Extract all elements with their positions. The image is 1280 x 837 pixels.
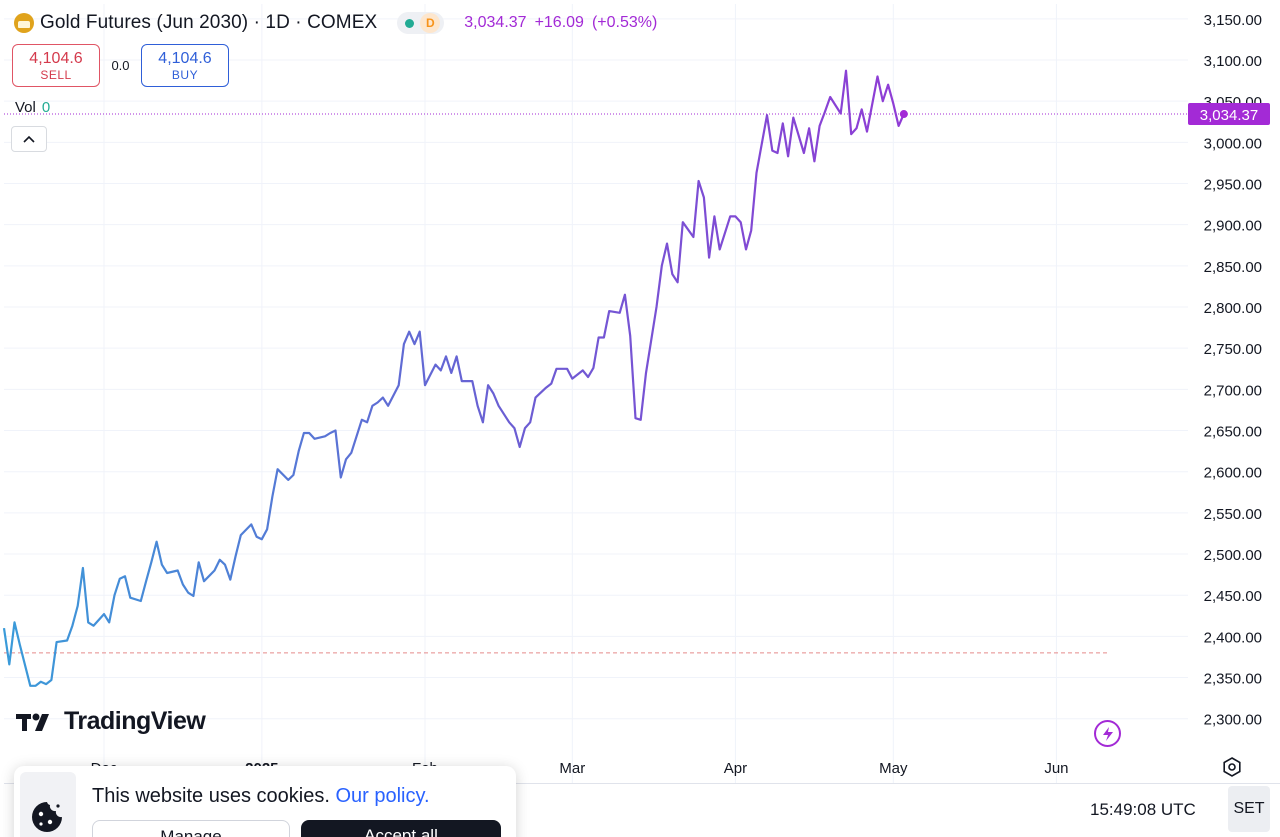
cookie-icon	[32, 802, 62, 832]
settings-icon[interactable]	[1221, 756, 1243, 778]
chart-grid	[4, 4, 1280, 784]
sell-label: SELL	[40, 67, 72, 82]
collapse-legend-button[interactable]	[11, 126, 47, 152]
cookie-text: This website uses cookies.	[92, 785, 330, 807]
price-change-pct: (+0.53%)	[591, 14, 658, 31]
buy-label: BUY	[171, 67, 199, 82]
y-tick-label: 2,700.00	[1204, 382, 1262, 399]
symbol-title[interactable]: Gold Futures (Jun 2030) · 1D · COMEX	[40, 12, 378, 33]
cookie-manage-button[interactable]: Manage	[92, 820, 290, 837]
volume-value: 0	[41, 99, 51, 116]
market-open-icon	[405, 18, 415, 28]
volume-legend[interactable]: Vol 0	[15, 99, 50, 116]
gold-bars-icon	[14, 13, 34, 33]
volume-label: Vol	[15, 99, 36, 116]
cookie-policy-link[interactable]: Our policy.	[335, 785, 430, 807]
y-tick-label: 2,900.00	[1204, 218, 1262, 235]
cookie-message: This website uses cookies. Our policy.	[92, 785, 430, 808]
market-status[interactable]: D	[397, 12, 445, 34]
price-change-readout: 3,034.37 +16.09 (+0.53%)	[464, 14, 657, 32]
buy-button[interactable]: 4,104.6 BUY	[141, 44, 229, 87]
y-tick-label: 2,650.00	[1204, 424, 1262, 441]
y-tick-label: 3,150.00	[1204, 12, 1262, 29]
y-tick-label: 2,550.00	[1204, 506, 1262, 523]
y-tick-label: 2,350.00	[1204, 671, 1262, 688]
x-tick-label: Apr	[724, 760, 747, 777]
y-tick-label: 2,600.00	[1204, 465, 1262, 482]
sell-price: 4,104.6	[29, 49, 83, 67]
interval-badge: D	[420, 13, 441, 33]
spread-value: 0.0	[111, 58, 130, 73]
tradingview-logo-icon	[16, 713, 49, 731]
sell-button[interactable]: 4,104.6 SELL	[12, 44, 100, 87]
tradingview-wordmark: TradingView	[64, 707, 206, 735]
y-tick-label: 2,950.00	[1204, 177, 1262, 194]
session-button[interactable]: SET	[1228, 786, 1270, 832]
price-label-text: 3,034.37	[1200, 107, 1258, 124]
lightning-icon[interactable]	[1094, 720, 1121, 747]
y-tick-label: 2,750.00	[1204, 341, 1262, 358]
x-tick-label: May	[879, 760, 908, 777]
y-tick-label: 3,000.00	[1204, 135, 1262, 152]
price-series	[2, 69, 908, 687]
symbol-legend: Gold Futures (Jun 2030) · 1D · COMEX D 3…	[14, 12, 657, 34]
trade-panel: 4,104.6 SELL 0.0 4,104.6 BUY	[12, 44, 229, 87]
y-tick-label: 2,400.00	[1204, 629, 1262, 646]
last-price: 3,034.37	[464, 14, 527, 31]
last-price-point	[899, 110, 908, 119]
tradingview-logo[interactable]: TradingView	[16, 707, 206, 736]
y-tick-label: 3,100.00	[1204, 53, 1262, 70]
chevron-up-icon	[23, 135, 35, 143]
x-tick-label: Jun	[1044, 760, 1068, 777]
x-tick-label: Mar	[559, 760, 585, 777]
price-series-line[interactable]	[2, 69, 905, 687]
clock-readout[interactable]: 15:49:08 UTC	[1090, 800, 1196, 819]
price-label-box	[1188, 103, 1270, 126]
cookie-accept-button[interactable]: Accept all	[301, 820, 501, 837]
y-tick-label: 2,300.00	[1204, 712, 1262, 729]
buy-price: 4,104.6	[158, 49, 212, 67]
y-tick-label: 2,850.00	[1204, 259, 1262, 276]
current-price-label: 3,034.37	[1188, 103, 1270, 126]
y-tick-label: 2,800.00	[1204, 300, 1262, 317]
y-tick-label: 2,450.00	[1204, 588, 1262, 605]
y-tick-label: 2,500.00	[1204, 547, 1262, 564]
cookie-banner: This website uses cookies. Our policy. M…	[14, 766, 516, 837]
price-change: +16.09	[534, 14, 584, 31]
